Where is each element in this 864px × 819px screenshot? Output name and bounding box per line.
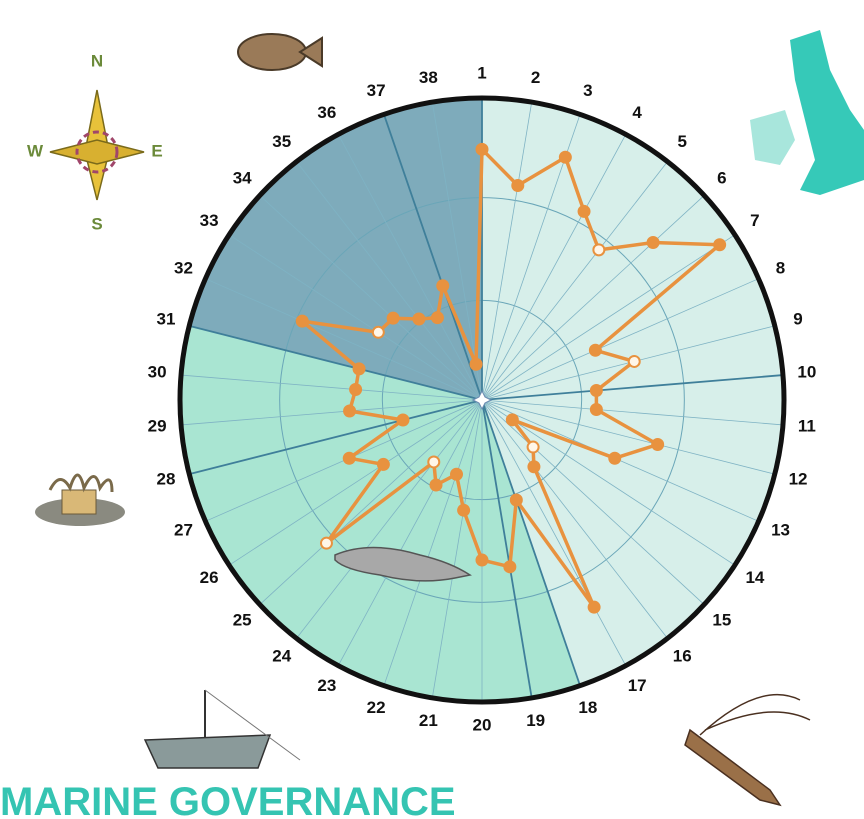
category-label: 30 <box>148 363 167 382</box>
point <box>652 439 663 450</box>
category-label: 33 <box>200 211 219 230</box>
category-label: 5 <box>677 132 686 151</box>
point <box>512 180 523 191</box>
category-label: 16 <box>673 647 692 666</box>
point <box>648 237 659 248</box>
category-label: 23 <box>317 676 336 695</box>
point <box>344 405 355 416</box>
point <box>560 152 571 163</box>
category-label: 29 <box>148 416 167 435</box>
category-label: 10 <box>797 363 816 382</box>
category-label: 37 <box>367 81 386 100</box>
fish-icon <box>238 34 322 70</box>
category-label: 20 <box>473 715 492 734</box>
point <box>432 312 443 323</box>
point <box>297 316 308 327</box>
category-label: 26 <box>200 568 219 587</box>
category-label: 24 <box>272 647 291 666</box>
compass-n: N <box>91 51 103 70</box>
point <box>477 555 488 566</box>
point <box>437 280 448 291</box>
category-label: 2 <box>531 68 540 87</box>
category-label: 38 <box>419 68 438 87</box>
category-label: 14 <box>745 568 764 587</box>
point <box>413 313 424 324</box>
compass: N E S W <box>27 51 163 233</box>
point <box>344 453 355 464</box>
category-label: 8 <box>776 259 785 278</box>
point <box>458 505 469 516</box>
point <box>609 453 620 464</box>
point <box>591 385 602 396</box>
point <box>593 244 604 255</box>
category-label: 35 <box>272 132 291 151</box>
point <box>477 144 488 155</box>
point <box>428 456 439 467</box>
point <box>714 239 725 250</box>
category-label: 21 <box>419 711 438 730</box>
point <box>354 363 365 374</box>
point <box>629 356 640 367</box>
point <box>471 359 482 370</box>
boat-icon <box>145 690 300 768</box>
compass-s: S <box>91 214 102 233</box>
category-label: 31 <box>157 309 176 328</box>
category-label: 12 <box>789 470 808 489</box>
point <box>397 415 408 426</box>
point <box>528 461 539 472</box>
point <box>579 206 590 217</box>
point <box>350 384 361 395</box>
category-label: 7 <box>750 211 759 230</box>
point <box>590 345 601 356</box>
category-label: 22 <box>367 698 386 717</box>
point <box>528 442 539 453</box>
point <box>507 414 518 425</box>
chart-title: MARINE GOVERNANCE <box>0 780 456 819</box>
category-label: 6 <box>717 169 726 188</box>
point <box>504 561 515 572</box>
map-icon <box>750 30 864 195</box>
point <box>591 404 602 415</box>
compass-e: E <box>151 141 162 160</box>
category-label: 13 <box>771 520 790 539</box>
point <box>589 602 600 613</box>
category-label: 3 <box>583 81 592 100</box>
anemone-icon <box>35 475 125 526</box>
compass-w: W <box>27 141 44 160</box>
category-label: 9 <box>793 309 802 328</box>
point <box>378 459 389 470</box>
category-label: 28 <box>157 470 176 489</box>
lobster-icon <box>685 695 810 805</box>
category-label: 25 <box>233 610 252 629</box>
point <box>321 538 332 549</box>
category-label: 32 <box>174 259 193 278</box>
point <box>511 494 522 505</box>
category-label: 15 <box>712 610 731 629</box>
category-label: 27 <box>174 520 193 539</box>
point <box>388 313 399 324</box>
category-label: 11 <box>798 416 816 435</box>
category-label: 19 <box>526 711 545 730</box>
point <box>451 469 462 480</box>
category-label: 17 <box>628 676 647 695</box>
category-label: 36 <box>317 103 336 122</box>
page: {"chart_data": {"type": "radar", "title"… <box>0 0 864 819</box>
category-label: 1 <box>477 63 486 82</box>
category-label: 18 <box>578 698 597 717</box>
point <box>373 327 384 338</box>
category-label: 4 <box>632 103 642 122</box>
category-label: 34 <box>233 169 252 188</box>
point <box>431 479 442 490</box>
chart: N E S W 12345678910111213141516171819202… <box>0 0 864 819</box>
